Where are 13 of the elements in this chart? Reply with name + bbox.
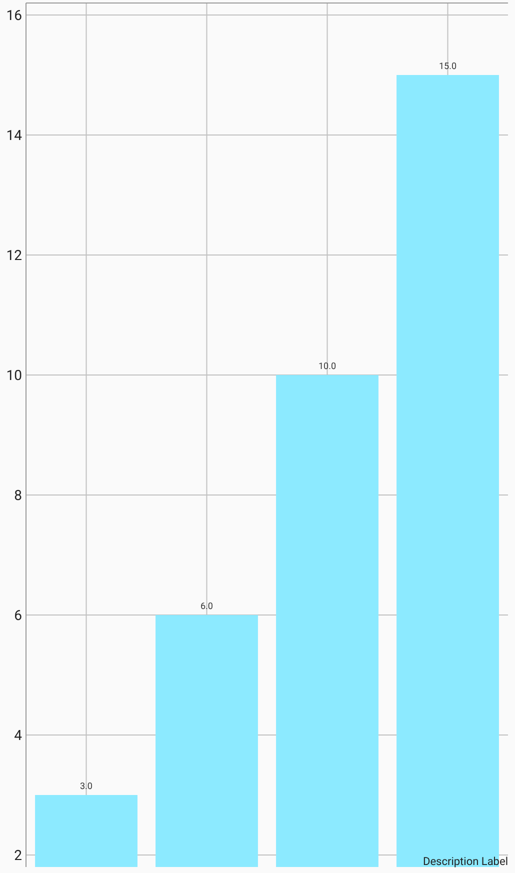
y-tick-label: 16 bbox=[6, 8, 22, 24]
annotation: Description Label bbox=[422, 855, 508, 868]
data-label: 3.0 bbox=[80, 782, 92, 792]
y-tick-label: 6 bbox=[14, 608, 22, 624]
y-tick-label: 8 bbox=[14, 488, 22, 504]
y-tick-label: 2 bbox=[14, 848, 22, 864]
y-tick-label: 12 bbox=[6, 248, 22, 264]
y-tick-label: 4 bbox=[14, 728, 22, 744]
data-label: 10.0 bbox=[318, 362, 336, 372]
data-label: 15.0 bbox=[438, 62, 457, 72]
data-label: 6.0 bbox=[200, 602, 213, 612]
y-tick-label: 10 bbox=[6, 368, 22, 384]
y-tick-label: 14 bbox=[6, 128, 22, 144]
